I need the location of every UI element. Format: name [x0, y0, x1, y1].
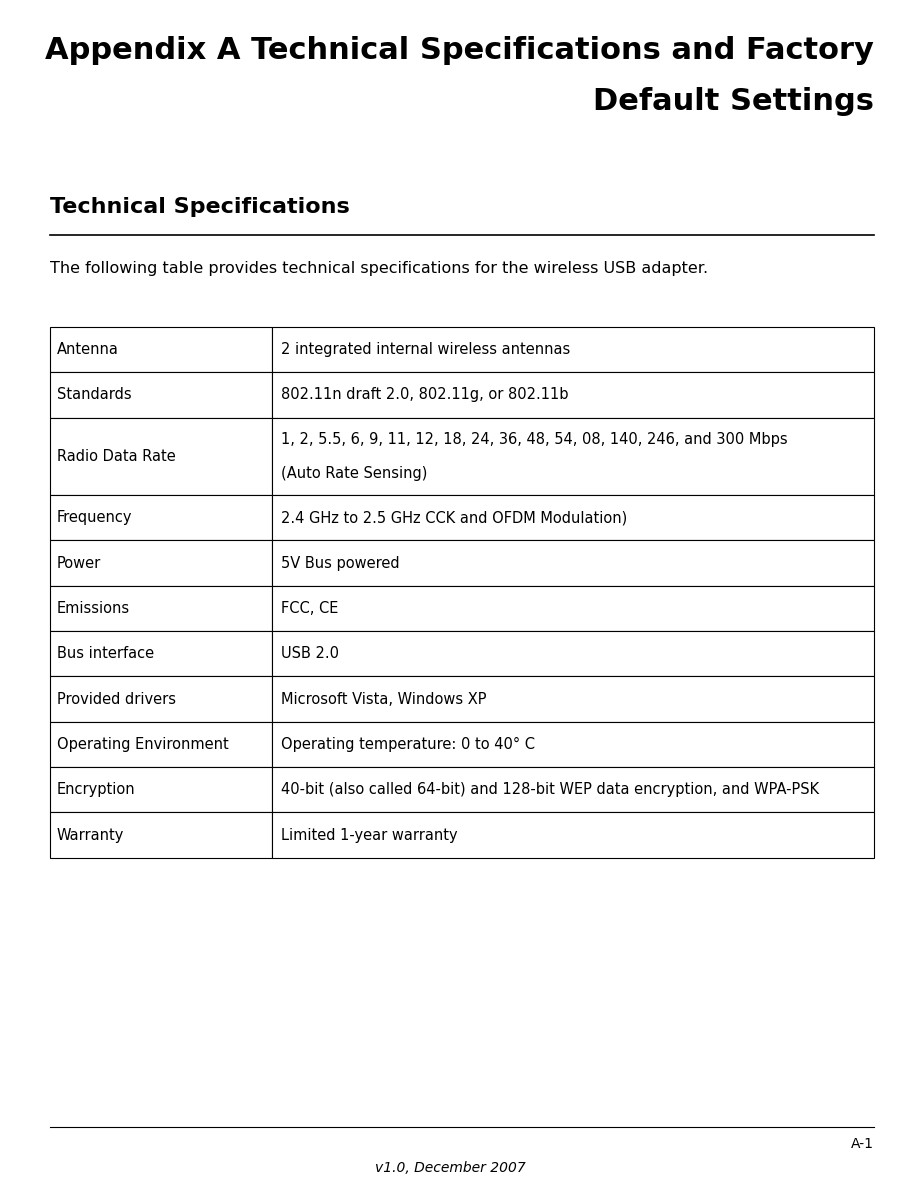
Text: (Auto Rate Sensing): (Auto Rate Sensing): [281, 466, 428, 481]
Bar: [272, 540, 874, 586]
Text: Encryption: Encryption: [57, 783, 135, 797]
Bar: [50, 722, 272, 767]
Text: 802.11n draft 2.0, 802.11g, or 802.11b: 802.11n draft 2.0, 802.11g, or 802.11b: [281, 388, 569, 402]
Text: 2 integrated internal wireless antennas: 2 integrated internal wireless antennas: [281, 342, 570, 357]
Text: Warranty: Warranty: [57, 828, 124, 842]
Text: Emissions: Emissions: [57, 601, 130, 616]
Text: 2.4 GHz to 2.5 GHz CCK and OFDM Modulation): 2.4 GHz to 2.5 GHz CCK and OFDM Modulati…: [281, 511, 627, 525]
Bar: [272, 767, 874, 812]
Bar: [50, 586, 272, 631]
Bar: [50, 631, 272, 676]
Text: Microsoft Vista, Windows XP: Microsoft Vista, Windows XP: [281, 692, 487, 706]
Text: Limited 1-year warranty: Limited 1-year warranty: [281, 828, 458, 842]
Bar: [272, 812, 874, 858]
Bar: [272, 327, 874, 372]
Bar: [272, 631, 874, 676]
Text: Antenna: Antenna: [57, 342, 119, 357]
Bar: [50, 812, 272, 858]
Text: Operating Environment: Operating Environment: [57, 737, 229, 752]
Bar: [50, 495, 272, 540]
Bar: [50, 418, 272, 495]
Text: The following table provides technical specifications for the wireless USB adapt: The following table provides technical s…: [50, 261, 707, 277]
Text: 1, 2, 5.5, 6, 9, 11, 12, 18, 24, 36, 48, 54, 08, 140, 246, and 300 Mbps: 1, 2, 5.5, 6, 9, 11, 12, 18, 24, 36, 48,…: [281, 432, 787, 446]
Text: A-1: A-1: [851, 1137, 874, 1151]
Bar: [50, 676, 272, 722]
Text: USB 2.0: USB 2.0: [281, 647, 339, 661]
Text: v1.0, December 2007: v1.0, December 2007: [375, 1161, 526, 1175]
Bar: [272, 372, 874, 418]
Text: Power: Power: [57, 556, 101, 570]
Bar: [50, 540, 272, 586]
Bar: [272, 676, 874, 722]
Text: Bus interface: Bus interface: [57, 647, 154, 661]
Text: 40-bit (also called 64-bit) and 128-bit WEP data encryption, and WPA-PSK: 40-bit (also called 64-bit) and 128-bit …: [281, 783, 819, 797]
Bar: [272, 418, 874, 495]
Bar: [272, 722, 874, 767]
Text: Operating temperature: 0 to 40° C: Operating temperature: 0 to 40° C: [281, 737, 535, 752]
Text: FCC, CE: FCC, CE: [281, 601, 339, 616]
Text: Technical Specifications: Technical Specifications: [50, 197, 350, 217]
Bar: [50, 327, 272, 372]
Text: Frequency: Frequency: [57, 511, 132, 525]
Bar: [272, 586, 874, 631]
Bar: [272, 495, 874, 540]
Text: Appendix A Technical Specifications and Factory: Appendix A Technical Specifications and …: [45, 36, 874, 64]
Text: Provided drivers: Provided drivers: [57, 692, 176, 706]
Bar: [50, 767, 272, 812]
Bar: [50, 372, 272, 418]
Text: 5V Bus powered: 5V Bus powered: [281, 556, 400, 570]
Text: Radio Data Rate: Radio Data Rate: [57, 449, 176, 464]
Text: Standards: Standards: [57, 388, 132, 402]
Text: Default Settings: Default Settings: [593, 87, 874, 116]
